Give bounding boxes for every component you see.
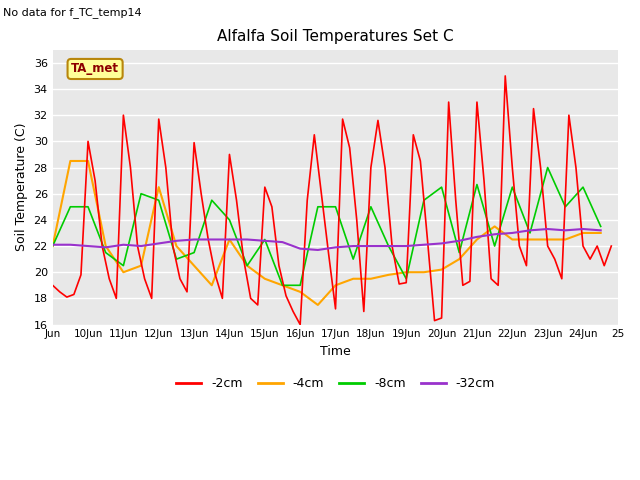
- Title: Alfalfa Soil Temperatures Set C: Alfalfa Soil Temperatures Set C: [217, 29, 454, 44]
- Text: No data for f_TC_temp14: No data for f_TC_temp14: [3, 7, 142, 18]
- Y-axis label: Soil Temperature (C): Soil Temperature (C): [15, 123, 28, 252]
- X-axis label: Time: Time: [320, 345, 351, 358]
- Text: TA_met: TA_met: [71, 62, 119, 75]
- Legend: -2cm, -4cm, -8cm, -32cm: -2cm, -4cm, -8cm, -32cm: [171, 372, 500, 395]
